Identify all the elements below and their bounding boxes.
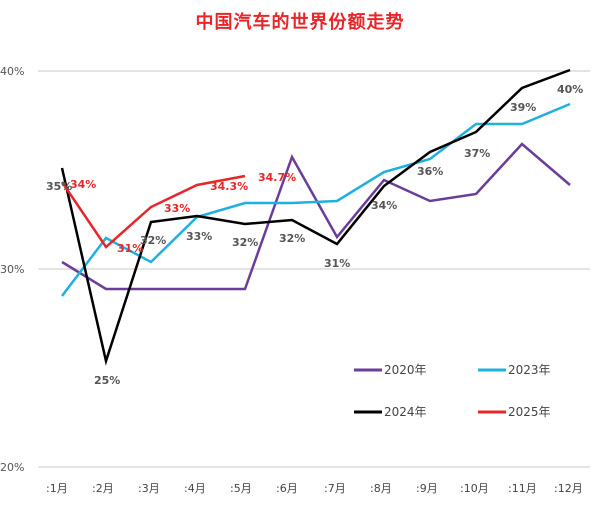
series-2020-line xyxy=(61,142,571,291)
data-label-2025: 34% xyxy=(70,178,96,191)
data-label-2024: 33% xyxy=(186,230,212,243)
data-label-2025: 33% xyxy=(164,202,190,215)
data-label-2024: 36% xyxy=(417,165,443,178)
legend: 2020年 2023年 2024年 2025年 xyxy=(354,363,551,419)
legend-label-2024: 2024年 xyxy=(384,405,427,419)
data-label-2024: 32% xyxy=(232,236,258,249)
y-tick-40: 40% xyxy=(0,65,24,78)
data-label-2025: 31% xyxy=(117,242,143,255)
data-label-2025: 34.7% xyxy=(258,171,296,184)
data-label-2024: 32% xyxy=(279,232,305,245)
x-tick: :3月 xyxy=(138,482,160,495)
data-label-2025: 34.3% xyxy=(210,180,248,193)
legend-label-2023: 2023年 xyxy=(508,363,551,377)
x-tick: :4月 xyxy=(184,482,206,495)
x-tick: :5月 xyxy=(230,482,252,495)
y-tick-30: 30% xyxy=(0,263,24,276)
x-tick: :2月 xyxy=(92,482,114,495)
data-label-2024: 31% xyxy=(324,257,350,270)
series-2024-line xyxy=(60,68,571,366)
legend-label-2025: 2025年 xyxy=(508,405,551,419)
x-tick: :8月 xyxy=(370,482,392,495)
series-2025-line xyxy=(60,174,246,249)
x-tick: :12月 xyxy=(554,482,583,495)
x-tick: :11月 xyxy=(508,482,537,495)
x-tick: :6月 xyxy=(276,482,298,495)
data-label-2024: 32% xyxy=(140,234,166,247)
data-label-2024: 25% xyxy=(94,374,120,387)
data-label-2024: 40% xyxy=(557,83,583,96)
x-tick: :10月 xyxy=(460,482,489,495)
data-label-2024: 37% xyxy=(464,147,490,160)
x-tick: :9月 xyxy=(416,482,438,495)
legend-label-2020: 2020年 xyxy=(384,363,427,377)
data-label-2024: 34% xyxy=(371,199,397,212)
data-label-2024: 35% xyxy=(46,180,72,193)
x-tick: :7月 xyxy=(324,482,346,495)
chart-title: 中国汽车的世界份额走势 xyxy=(195,12,405,33)
y-tick-20: 20% xyxy=(0,461,24,474)
data-label-2024: 39% xyxy=(510,101,536,114)
x-tick: :1月 xyxy=(46,482,68,495)
